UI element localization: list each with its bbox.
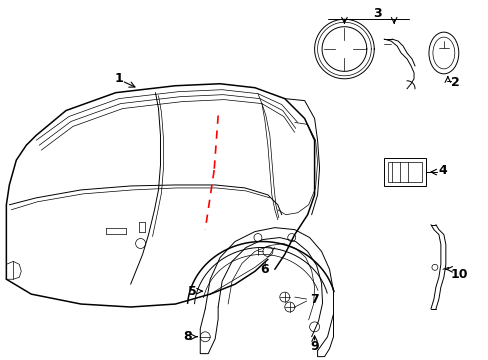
Bar xyxy=(387,162,421,182)
Bar xyxy=(384,158,425,186)
Text: 1: 1 xyxy=(114,72,123,85)
Text: 10: 10 xyxy=(450,268,468,281)
Text: 4: 4 xyxy=(438,163,447,176)
Text: 3: 3 xyxy=(372,7,381,20)
Text: 5: 5 xyxy=(187,285,196,298)
Text: 7: 7 xyxy=(309,293,318,306)
Text: 2: 2 xyxy=(450,76,459,89)
Text: 6: 6 xyxy=(260,263,269,276)
Text: 8: 8 xyxy=(183,330,192,343)
Text: 9: 9 xyxy=(310,340,318,353)
